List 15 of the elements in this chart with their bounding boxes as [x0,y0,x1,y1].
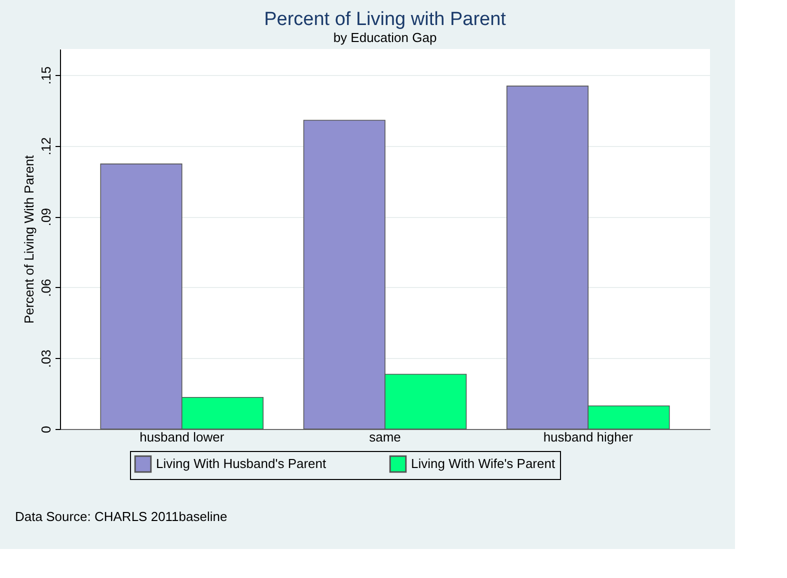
source-note: Data Source: CHARLS 2011baseline [15,509,228,524]
chart-subtitle: by Education Gap [333,30,437,45]
chart-title: Percent of Living with Parent [264,9,507,30]
x-tick-label: husband lower [140,430,225,444]
x-tick-label: husband higher [543,430,634,444]
legend-label: Living With Husband's Parent [156,456,327,472]
y-tick-label: .06 [38,278,54,297]
y-tick-label: .12 [38,137,54,156]
y-tick-label: .15 [38,66,54,84]
legend-label: Living With Wife's Parent [411,456,556,472]
y-axis-title: Percent of Living With Parent [22,154,36,324]
y-tick-label: 0 [38,426,54,434]
y-tick-label: .03 [38,350,54,368]
x-tick-label: same [369,430,401,444]
y-tick-label: .09 [38,208,54,226]
